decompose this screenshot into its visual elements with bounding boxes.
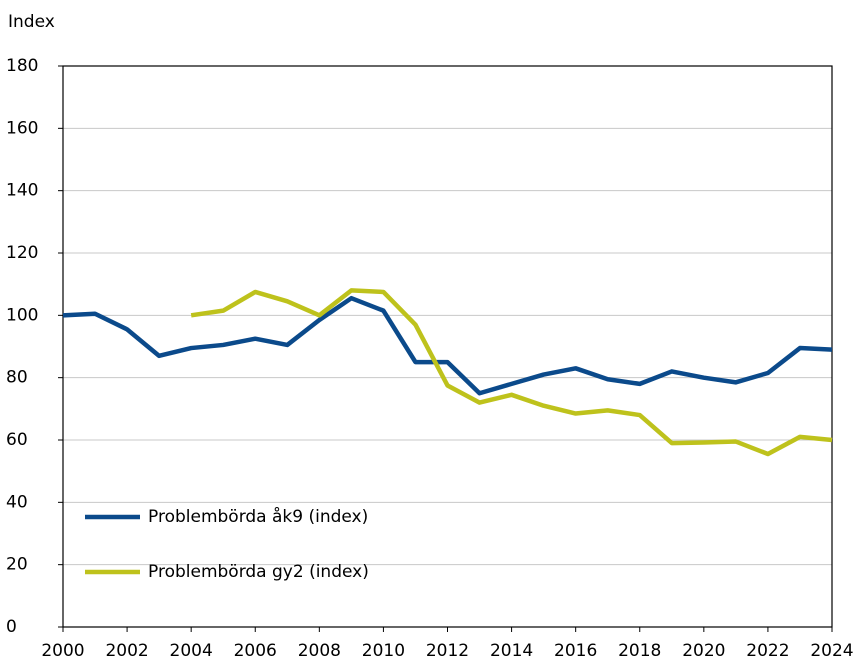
x-tick-label: 2012 xyxy=(426,641,469,661)
y-tick-label: 140 xyxy=(6,181,38,201)
x-tick-label: 2004 xyxy=(170,641,213,661)
y-tick-label: 120 xyxy=(6,243,38,263)
y-tick-label: 180 xyxy=(6,56,38,76)
x-tick-label: 2000 xyxy=(41,641,84,661)
x-tick-label: 2018 xyxy=(618,641,661,661)
legend-label: Problembörda åk9 (index) xyxy=(148,506,368,527)
y-tick-label: 60 xyxy=(6,430,28,450)
y-tick-label: 100 xyxy=(6,305,38,325)
x-tick-label: 2002 xyxy=(105,641,148,661)
series-line xyxy=(62,295,833,396)
y-tick-label: 20 xyxy=(6,555,28,575)
x-tick-label: 2010 xyxy=(362,641,405,661)
x-tick-label: 2022 xyxy=(746,641,789,661)
plot-frame xyxy=(62,65,833,628)
x-tick-label: 2024 xyxy=(810,641,853,661)
y-tick-label: 160 xyxy=(6,118,38,138)
y-tick-label: 40 xyxy=(6,492,28,512)
y-axis-label: Index xyxy=(8,12,55,32)
x-tick-label: 2008 xyxy=(298,641,341,661)
x-tick-label: 2014 xyxy=(490,641,533,661)
series-line xyxy=(190,288,833,457)
x-tick-label: 2006 xyxy=(234,641,277,661)
x-tick-label: 2020 xyxy=(682,641,725,661)
y-tick-label: 80 xyxy=(6,368,28,388)
x-tick-label: 2016 xyxy=(554,641,597,661)
y-tick-label: 0 xyxy=(6,617,17,637)
legend-label: Problembörda gy2 (index) xyxy=(148,562,369,582)
